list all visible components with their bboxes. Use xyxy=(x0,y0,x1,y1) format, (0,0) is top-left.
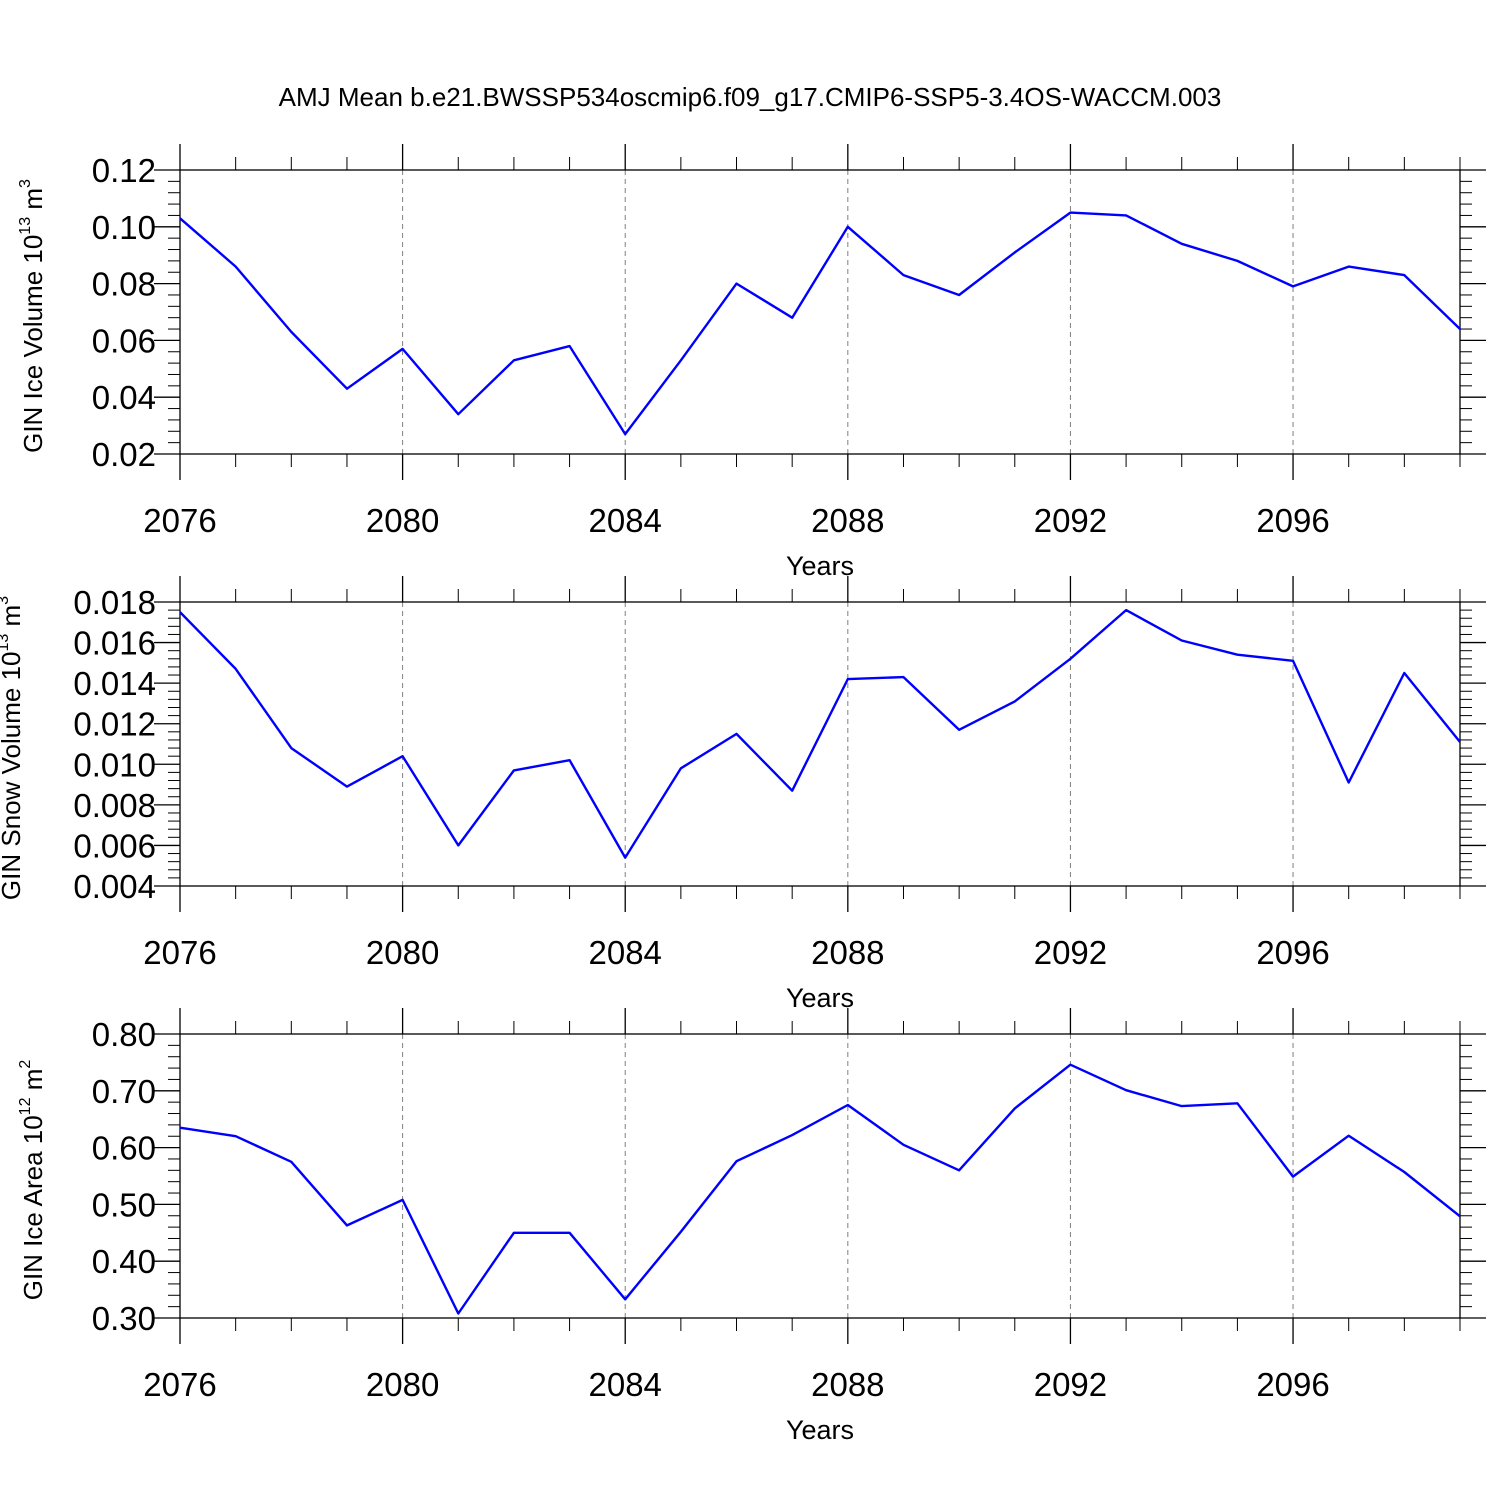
panel-1: 2076 2080 2084 2088 2092 2096 0.02 0.04 0.06 0.08… xyxy=(17,144,1486,581)
y-axis-label: GIN Ice Volume 1013 m3 xyxy=(17,179,48,453)
x-tick-label: 2076 xyxy=(143,502,216,539)
y-tick-label: 0.02 xyxy=(92,436,156,473)
y-axis-label: GIN Snow Volume 1013 m3 xyxy=(0,596,26,900)
x-tick-label: 2088 xyxy=(811,1366,884,1403)
x-tick-label: 2088 xyxy=(811,502,884,539)
y-tick-label: 0.016 xyxy=(73,625,156,662)
x-tick-label: 2084 xyxy=(589,1366,662,1403)
x-tick-label: 2080 xyxy=(366,502,439,539)
x-tick-label: 2092 xyxy=(1034,502,1107,539)
panel-3: 2076 2080 2084 2088 2092 2096 0.30 0.40 0.50 0.60… xyxy=(17,1008,1486,1445)
y-axis-label: GIN Ice Area 1012 m2 xyxy=(17,1060,48,1301)
y-tick-label: 0.008 xyxy=(73,787,156,824)
series-line xyxy=(179,1063,1461,1315)
y-tick-label: 0.50 xyxy=(92,1186,156,1223)
x-tick-label: 2096 xyxy=(1256,1366,1329,1403)
x-tick-label: 2092 xyxy=(1034,1366,1107,1403)
y-tick-label: 0.10 xyxy=(92,209,156,246)
y-tick-label: 0.06 xyxy=(92,322,156,359)
x-tick-label: 2092 xyxy=(1034,934,1107,971)
y-tick-label: 0.004 xyxy=(73,868,156,905)
y-tick-label: 0.012 xyxy=(73,706,156,743)
x-tick-label: 2088 xyxy=(811,934,884,971)
series-line xyxy=(179,608,1461,859)
y-tick-label: 0.70 xyxy=(92,1073,156,1110)
y-tick-label: 0.40 xyxy=(92,1243,156,1280)
y-tick-label: 0.010 xyxy=(73,746,156,783)
x-tick-label: 2084 xyxy=(589,502,662,539)
y-tick-label: 0.30 xyxy=(92,1300,156,1337)
y-tick-label: 0.60 xyxy=(92,1130,156,1167)
x-tick-label: 2076 xyxy=(143,1366,216,1403)
plot-frame xyxy=(179,601,1461,887)
x-tick-label: 2076 xyxy=(143,934,216,971)
x-tick-label: 2096 xyxy=(1256,502,1329,539)
y-tick-label: 0.014 xyxy=(73,665,156,702)
plot-frame xyxy=(179,169,1461,455)
x-axis-label: Years xyxy=(786,1415,854,1445)
x-tick-label: 2080 xyxy=(366,1366,439,1403)
y-tick-label: 0.018 xyxy=(73,584,156,621)
x-tick-label: 2096 xyxy=(1256,934,1329,971)
y-tick-label: 0.80 xyxy=(92,1016,156,1053)
x-tick-label: 2084 xyxy=(589,934,662,971)
x-tick-label: 2080 xyxy=(366,934,439,971)
y-tick-label: 0.04 xyxy=(92,379,156,416)
x-axis-label: Years xyxy=(786,551,854,581)
x-axis-label: Years xyxy=(786,983,854,1013)
y-tick-label: 0.12 xyxy=(92,152,156,189)
y-tick-label: 0.006 xyxy=(73,827,156,864)
series-line xyxy=(179,211,1461,436)
figure-title: AMJ Mean b.e21.BWSSP534oscmip6.f09_g17.C… xyxy=(279,82,1222,112)
y-tick-label: 0.08 xyxy=(92,266,156,303)
plot-frame xyxy=(179,1033,1461,1319)
